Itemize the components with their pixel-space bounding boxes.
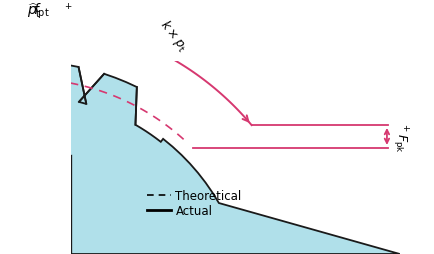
- Text: $k \times p_{\rm t}$: $k \times p_{\rm t}$: [156, 17, 191, 55]
- Text: $\widehat{p}_{\rm t}$: $\widehat{p}_{\rm t}$: [26, 1, 41, 20]
- Polygon shape: [0, 62, 399, 254]
- Text: $f_{\rm pt}$: $f_{\rm pt}$: [33, 2, 50, 21]
- Text: $^+F_{\rm pk}$: $^+F_{\rm pk}$: [389, 121, 408, 152]
- Text: Actual: Actual: [175, 204, 212, 217]
- Text: Theoretical: Theoretical: [175, 189, 241, 202]
- Text: $^+$: $^+$: [63, 3, 73, 16]
